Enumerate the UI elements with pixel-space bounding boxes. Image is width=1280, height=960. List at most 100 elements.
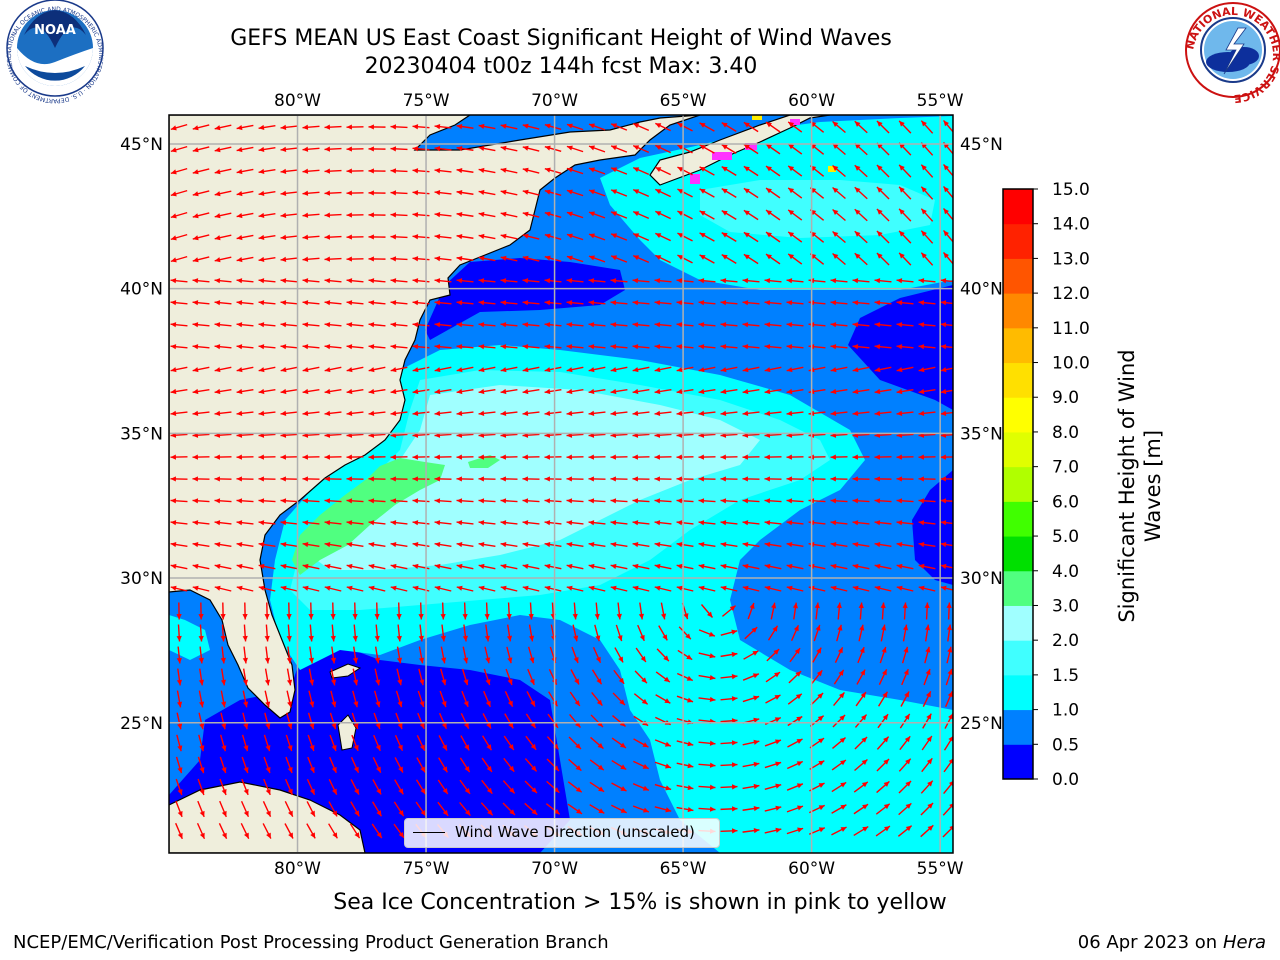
wave-arrow-head bbox=[566, 563, 573, 569]
wave-arrow-head bbox=[302, 520, 309, 526]
wave-arrow-head bbox=[772, 625, 778, 632]
noaa-logo-text: NOAA bbox=[34, 23, 76, 38]
wave-arrow-head bbox=[456, 123, 463, 130]
wave-arrow-head bbox=[368, 124, 374, 130]
wave-zone-0-0p5-east-south bbox=[912, 470, 953, 585]
wave-arrow-head bbox=[743, 166, 750, 172]
wave-arrow-head bbox=[374, 614, 380, 620]
wave-arrow-head bbox=[390, 344, 397, 350]
wave-arrow-head bbox=[775, 783, 782, 789]
wave-arrow-head bbox=[434, 476, 440, 482]
wave-arrow-head bbox=[862, 826, 869, 832]
wave-arrow-head bbox=[236, 476, 242, 482]
wave-arrow-head bbox=[236, 212, 243, 219]
wave-arrow-head bbox=[463, 679, 469, 686]
wave-arrow-head bbox=[478, 563, 485, 569]
wave-arrow-head bbox=[566, 255, 573, 261]
wave-arrow-head bbox=[742, 344, 749, 350]
wave-arrow-head bbox=[618, 677, 625, 684]
wave-arrow-head bbox=[766, 122, 772, 128]
colorbar-tick-label: 6.0 bbox=[1052, 492, 1079, 512]
wave-arrow-head bbox=[709, 784, 716, 790]
lat-tick-right: 30°N bbox=[960, 569, 1003, 589]
colorbar-swatch bbox=[1003, 466, 1033, 502]
wave-arrow-head bbox=[836, 602, 842, 609]
wave-arrow-head bbox=[764, 476, 770, 482]
wave-arrow-head bbox=[302, 146, 309, 152]
sea-ice-patch bbox=[752, 115, 762, 120]
wave-arrow-head bbox=[412, 190, 419, 196]
wave-arrow-head bbox=[390, 124, 397, 130]
wave-arrow-head bbox=[258, 541, 265, 548]
wave-arrow-head bbox=[610, 388, 617, 395]
wave-arrow-head bbox=[220, 614, 226, 620]
wave-arrow-head bbox=[566, 520, 573, 526]
wave-arrow-head bbox=[412, 410, 419, 416]
wave-arrow-head bbox=[731, 696, 738, 702]
wave-arrow-head bbox=[742, 563, 749, 569]
wave-arrow-head bbox=[544, 410, 551, 416]
wave-arrow-head bbox=[731, 806, 738, 812]
wave-arrow-head bbox=[720, 388, 727, 395]
wave-arrow-head bbox=[632, 344, 639, 350]
wave-arrow-head bbox=[346, 278, 353, 284]
wave-arrow-head bbox=[236, 585, 243, 591]
wave-arrow-head bbox=[764, 541, 771, 548]
wave-arrow-head bbox=[832, 231, 839, 237]
colorbar-tick-label: 4.0 bbox=[1052, 562, 1079, 582]
wave-arrow-head bbox=[500, 344, 507, 350]
wave-arrow-head bbox=[522, 498, 529, 504]
wave-arrow-head bbox=[642, 742, 649, 748]
wave-arrow-head bbox=[346, 585, 353, 591]
wave-arrow-head bbox=[280, 541, 287, 548]
wave-arrow-head bbox=[743, 254, 750, 260]
wave-arrow-head bbox=[192, 454, 198, 460]
wave-arrow-head bbox=[390, 410, 397, 416]
wave-arrow-head bbox=[456, 388, 463, 395]
wave-arrow-head bbox=[839, 715, 846, 721]
colorbar-tick-label: 1.5 bbox=[1052, 666, 1079, 686]
wave-arrow-head bbox=[699, 122, 706, 128]
wave-arrow-head bbox=[943, 208, 950, 215]
colorbar-swatch bbox=[1003, 431, 1033, 468]
wave-arrow-head bbox=[949, 803, 953, 809]
colorbar-swatch bbox=[1003, 397, 1033, 433]
wave-arrow-head bbox=[832, 165, 839, 171]
wave-arrow-head bbox=[881, 669, 887, 676]
wave-arrow-head bbox=[731, 784, 738, 790]
wave-arrow-head bbox=[486, 744, 492, 751]
wave-arrow-head bbox=[280, 563, 287, 569]
wave-arrow-head bbox=[397, 679, 403, 686]
wave-arrow-head bbox=[883, 759, 890, 765]
wave-arrow-head bbox=[324, 563, 331, 569]
wave-arrow-head bbox=[574, 678, 579, 685]
wave-arrow-head bbox=[874, 498, 881, 504]
wave-arrow-head bbox=[896, 367, 903, 373]
wave-arrow-head bbox=[170, 498, 177, 504]
lon-tick-bottom: 65°W bbox=[660, 859, 707, 879]
wave-arrow-head bbox=[664, 741, 671, 747]
wave-arrow-head bbox=[500, 255, 507, 261]
wave-arrow-head bbox=[709, 653, 716, 659]
wave-arrow-head bbox=[258, 146, 265, 153]
wave-arrow-head bbox=[921, 230, 927, 237]
wave-arrow-head bbox=[766, 144, 772, 150]
wave-arrow-head bbox=[709, 674, 716, 681]
wave-arrow-head bbox=[192, 585, 199, 591]
wave-arrow-head bbox=[632, 322, 639, 328]
wave-arrow-head bbox=[661, 613, 667, 620]
wave-arrow-head bbox=[214, 257, 221, 263]
wave-arrow-head bbox=[236, 322, 243, 328]
wave-arrow-head bbox=[243, 767, 249, 774]
wave-arrow-head bbox=[500, 322, 507, 328]
wave-arrow-head bbox=[486, 787, 493, 794]
wave-arrow-head bbox=[390, 367, 397, 373]
wave-arrow-head bbox=[528, 635, 535, 642]
wave-arrow-head bbox=[280, 454, 286, 460]
wave-arrow-head bbox=[588, 388, 595, 395]
wave-arrow-head bbox=[500, 541, 507, 548]
wave-arrow-head bbox=[687, 763, 694, 769]
wave-arrow-head bbox=[771, 602, 777, 609]
wave-arrow-head bbox=[280, 367, 287, 373]
wave-arrow-head bbox=[434, 344, 441, 350]
